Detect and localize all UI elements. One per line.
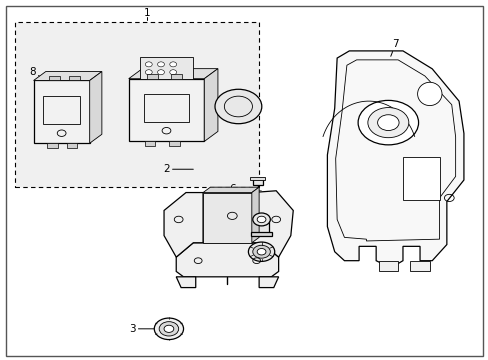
Polygon shape <box>176 277 195 288</box>
Polygon shape <box>251 191 293 257</box>
FancyBboxPatch shape <box>144 141 155 146</box>
Circle shape <box>145 62 152 67</box>
Circle shape <box>377 115 398 131</box>
Polygon shape <box>251 187 259 243</box>
Circle shape <box>163 325 173 332</box>
FancyBboxPatch shape <box>253 219 269 233</box>
FancyBboxPatch shape <box>409 261 429 271</box>
Polygon shape <box>176 243 278 277</box>
FancyBboxPatch shape <box>128 79 204 141</box>
Bar <box>15 22 259 187</box>
Circle shape <box>215 89 261 124</box>
FancyBboxPatch shape <box>69 76 80 81</box>
Circle shape <box>252 213 270 226</box>
Circle shape <box>367 108 408 138</box>
Circle shape <box>169 70 176 75</box>
Polygon shape <box>203 193 251 243</box>
FancyBboxPatch shape <box>66 143 77 148</box>
Polygon shape <box>128 69 218 79</box>
Circle shape <box>157 70 164 75</box>
Text: 1: 1 <box>143 8 150 18</box>
FancyBboxPatch shape <box>49 76 60 81</box>
Polygon shape <box>89 72 102 143</box>
Text: 7: 7 <box>390 39 398 56</box>
FancyBboxPatch shape <box>47 143 58 148</box>
Circle shape <box>257 248 265 255</box>
Circle shape <box>154 318 183 339</box>
Circle shape <box>169 62 176 67</box>
Polygon shape <box>163 193 203 257</box>
FancyBboxPatch shape <box>252 179 262 185</box>
Circle shape <box>252 245 270 258</box>
Text: 6: 6 <box>228 184 246 194</box>
Polygon shape <box>34 72 102 81</box>
Circle shape <box>145 70 152 75</box>
Circle shape <box>248 242 274 261</box>
Polygon shape <box>259 277 278 288</box>
Polygon shape <box>327 51 463 268</box>
FancyBboxPatch shape <box>378 261 397 271</box>
FancyBboxPatch shape <box>34 81 89 143</box>
Text: 3: 3 <box>129 324 154 334</box>
Circle shape <box>357 100 418 145</box>
Circle shape <box>257 216 265 223</box>
Circle shape <box>157 62 164 67</box>
FancyBboxPatch shape <box>147 75 158 79</box>
FancyBboxPatch shape <box>168 141 179 146</box>
FancyBboxPatch shape <box>250 177 264 180</box>
Ellipse shape <box>417 82 441 105</box>
Polygon shape <box>204 69 218 141</box>
FancyBboxPatch shape <box>140 57 193 79</box>
Text: 8: 8 <box>29 67 49 81</box>
Polygon shape <box>203 187 259 193</box>
FancyBboxPatch shape <box>171 75 182 79</box>
Circle shape <box>159 321 178 336</box>
Text: 2: 2 <box>163 164 193 174</box>
FancyBboxPatch shape <box>402 157 439 200</box>
FancyBboxPatch shape <box>250 232 272 235</box>
Text: 5: 5 <box>228 218 249 228</box>
Text: 4: 4 <box>228 247 249 257</box>
